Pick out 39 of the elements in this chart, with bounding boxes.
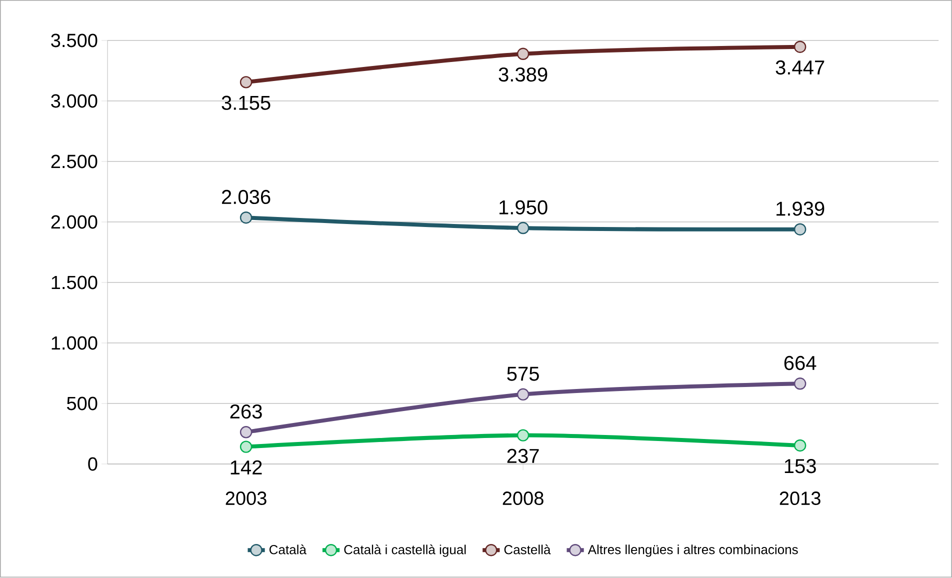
legend-label: Altres llengües i altres combinacions [588, 544, 798, 557]
y-tick-label: 500 [67, 396, 98, 410]
data-label: 1.950 [500, 200, 548, 215]
point [240, 440, 252, 454]
point [794, 223, 806, 236]
data-label: 2.036 [222, 190, 270, 204]
data-label: 664 [784, 356, 816, 370]
y-tick-label: 3.500 [51, 34, 98, 48]
data-label: 153 [784, 459, 816, 474]
point [516, 388, 530, 401]
y-tick-label: 3.000 [51, 94, 98, 108]
data-label: 3.155 [222, 96, 270, 110]
x-tick-label: 2013 [780, 492, 820, 506]
y-tick-label: 1.000 [52, 336, 98, 350]
point [240, 76, 252, 89]
point [516, 48, 530, 60]
point [794, 440, 806, 452]
y-tick-label: 2.000 [51, 215, 98, 229]
point [794, 40, 806, 54]
data-label: 237 [507, 449, 539, 464]
x-tick-label: 2003 [226, 492, 266, 506]
y-tick-label: 2.500 [51, 154, 98, 168]
point [794, 378, 806, 390]
data-label: 142 [230, 460, 262, 475]
point [240, 212, 252, 224]
data-label: 1.939 [776, 202, 824, 216]
legend-label: Català i castellà igual [344, 544, 466, 558]
point [240, 426, 252, 439]
y-tick-label: 0 [88, 457, 98, 471]
y-tick-label: 1.500 [52, 276, 98, 290]
x-tick-label: 2008 [502, 492, 544, 506]
data-label: 3.389 [498, 68, 548, 82]
legend-label: Castellà [504, 544, 551, 554]
point [516, 222, 530, 234]
point [516, 429, 530, 442]
data-label: 263 [230, 404, 262, 419]
data-label: 3.447 [776, 60, 824, 75]
data-label: 575 [507, 367, 539, 382]
legend-label: Català [270, 544, 306, 554]
